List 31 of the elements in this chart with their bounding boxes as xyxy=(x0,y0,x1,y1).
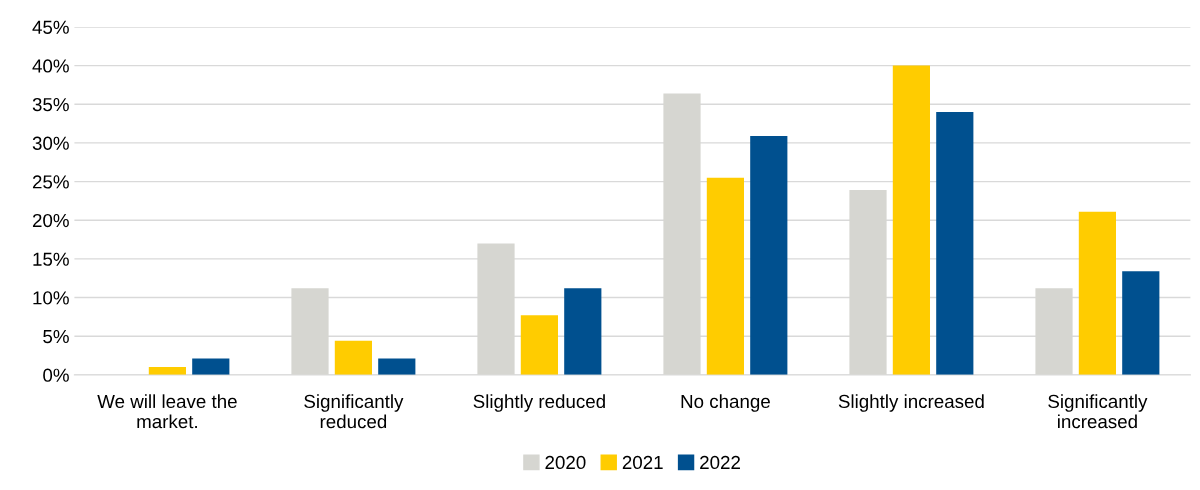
bar xyxy=(520,315,558,375)
legend-label: 2020 xyxy=(545,455,586,470)
y-tick-label: 20% xyxy=(32,213,69,228)
y-tick-label: 30% xyxy=(32,136,69,150)
x-tick-label: No change xyxy=(681,394,770,412)
legend-label: 2022 xyxy=(700,455,740,470)
y-tick-label: 25% xyxy=(32,175,69,189)
bar xyxy=(564,288,602,375)
y-tick-label: 40% xyxy=(32,59,69,73)
bar xyxy=(936,111,974,375)
y-tick-label: 15% xyxy=(33,252,69,266)
bar xyxy=(750,135,788,375)
y-tick-label: 35% xyxy=(32,97,69,112)
legend-label: 2021 xyxy=(622,455,663,470)
x-tick-label: Significantly reduced xyxy=(304,394,404,429)
bar xyxy=(706,177,744,375)
bar xyxy=(334,340,372,375)
x-tick-label: Slightly reduced xyxy=(473,394,605,412)
y-tick-label: 45% xyxy=(32,20,69,34)
x-tick-label: Significantly increased xyxy=(1048,394,1148,429)
bar xyxy=(892,65,930,375)
bar xyxy=(192,358,230,375)
bar xyxy=(1122,271,1160,375)
x-tick-label: We will leave the market. xyxy=(97,394,237,429)
y-tick-label: 10% xyxy=(33,291,69,305)
bar xyxy=(378,358,416,375)
x-tick-label: Slightly increased xyxy=(838,394,984,412)
y-tick-label: 0% xyxy=(43,368,69,382)
bar xyxy=(148,367,186,375)
bar xyxy=(1078,211,1116,375)
y-tick-label: 5% xyxy=(43,329,69,344)
